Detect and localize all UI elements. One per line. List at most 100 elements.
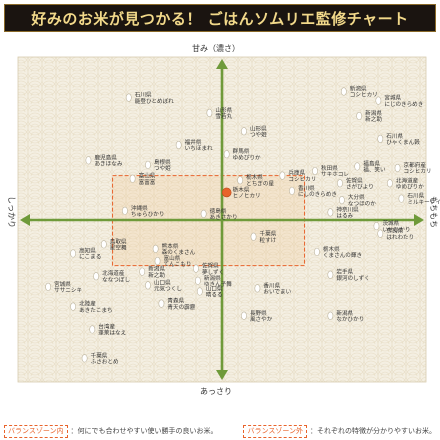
rice-point: 群馬県ゆめぴりか (223, 147, 261, 161)
rice-point: 大分県なつほのか (338, 193, 376, 207)
point-label: 新潟県新之助 (365, 109, 382, 123)
rice-point: 山口県元気つくし (145, 278, 182, 293)
rice-point: 島根県つや姫 (145, 158, 171, 172)
rice-grain-icon (100, 240, 107, 249)
rice-grain-icon (70, 302, 76, 311)
rice-grain-icon (314, 247, 320, 257)
rice-point: 新潟県新之助 (139, 265, 165, 279)
rice-grain-icon (129, 174, 136, 183)
rice-grain-icon (394, 163, 401, 173)
point-label: 千葉県ふさおとめ (91, 351, 119, 365)
rice-point: 新潟県コシヒカリ (340, 84, 378, 99)
point-label: 香川県にしのきらめき (298, 184, 337, 198)
axis-label-top: 甘み（濃さ） (192, 43, 240, 53)
point-label: 台湾産蓬萊はなえ (98, 322, 126, 336)
point-label: 新潟県新之助 (148, 265, 165, 279)
rice-point: 富山県てんこもり (154, 254, 192, 268)
rice-grain-icon (152, 244, 159, 253)
point-label: 鳥取県星空舞 (110, 237, 127, 251)
rice-point: 神奈川県はるみ (327, 205, 359, 220)
rice-point: 山形県雪若丸 (206, 106, 233, 120)
rice-grain-icon (338, 196, 345, 205)
rice-point: 高知県にこまる (70, 246, 101, 261)
rice-point: 石川県ひゃくまん穀 (377, 133, 420, 146)
point-label: 山口県元気つくし (154, 278, 182, 292)
rice-point: 茨城県いせひかり (373, 219, 410, 233)
point-label: 北陸産あきたこまち (79, 300, 113, 314)
rice-point: 千葉県ふさおとめ (81, 351, 119, 366)
point-label: 千葉県粒すけ (260, 230, 277, 244)
rice-point: 香川県おいでまい (254, 281, 292, 296)
rice-point: 新潟県ゆきん子舞 (194, 274, 232, 288)
rice-point: 新潟県なかひかり (327, 309, 364, 323)
rice-point: 栃木県くまさんの輝き (314, 245, 362, 259)
point-label: 秋田県サキホコレ (321, 164, 349, 178)
rice-grain-icon (154, 256, 161, 266)
point-label: 熊本県森のくまさん (162, 242, 196, 256)
rice-grain-icon (70, 249, 76, 258)
point-label: 長野県風さやか (250, 309, 273, 323)
rice-grain-icon (241, 311, 247, 320)
point-label: 高知県にこまる (79, 246, 101, 260)
rice-point: 石川県ミルキークイーン (398, 193, 440, 206)
point-label: 宮城県ササニシキ (54, 280, 82, 294)
rice-point: 佐賀県さがびより (337, 176, 374, 190)
point-label: 山形県つや姫 (250, 124, 267, 138)
point-label: 岩手県銀河のしずく (336, 268, 369, 282)
highlight-marker (221, 187, 232, 198)
rice-point: 栃木県ヒノヒカリ (221, 185, 261, 200)
axis-label-bottom: あっさり (200, 387, 232, 396)
rice-grain-icon (193, 264, 199, 273)
rice-point: 宮城県ササニシキ (45, 280, 82, 294)
rice-point: 沖縄県ちゅらひかり (122, 204, 164, 218)
rice-grain-icon (327, 208, 334, 217)
point-label: 富山県てんこもり (164, 254, 192, 268)
point-label: 兵庫県コシヒカリ (288, 169, 316, 183)
rice-grain-icon (237, 176, 244, 185)
rice-grain-icon (254, 284, 261, 293)
point-label: 宮城県にじのきらめき (384, 94, 423, 108)
rice-grain-icon (200, 209, 207, 218)
rice-point: 香川県にしのきらめき (289, 184, 337, 198)
rice-point: 長野県風さやか (241, 309, 273, 323)
rice-point: 青森県青天の霹靂 (158, 297, 196, 311)
point-label: 石川県能登ひとめぼれ (135, 92, 174, 105)
rice-grain-icon (398, 194, 405, 203)
rice-point: 富山県富富富 (129, 172, 156, 186)
rice-grain-icon (312, 166, 318, 176)
rice-grain-icon (289, 186, 295, 196)
point-label: 群馬県ゆめぴりか (233, 147, 261, 161)
rice-grain-icon (85, 156, 92, 165)
rice-point: 京都府産コシヒカリ (394, 161, 432, 175)
title-banner: 好みのお米が見つかる！ ごはんソムリエ監修チャート (4, 4, 436, 32)
rice-grain-icon (158, 299, 165, 308)
rice-point: 台湾産蓬萊はなえ (89, 322, 127, 337)
point-label: 神奈川県はるみ (336, 205, 359, 219)
point-label: 山口県晴るる (206, 284, 223, 298)
rice-grain-icon (250, 232, 257, 241)
legend-inner: バランスゾーン内 ：何にでも合わせやすい使い勝手の良いお米。 (4, 424, 218, 438)
rice-grain-icon (145, 160, 151, 170)
rice-grain-icon (175, 140, 182, 150)
rice-grain-icon (139, 267, 146, 276)
point-label: 鹿児島県あきほなみ (94, 153, 122, 167)
rice-grain-icon (125, 93, 132, 102)
rice-grain-icon (337, 179, 343, 188)
rice-point: 兵庫県コシヒカリ (279, 169, 316, 183)
point-label: 奈良県はれわたり (386, 227, 414, 241)
rice-point: 福島県福、笑い (354, 159, 386, 174)
rice-grain-icon (279, 171, 286, 180)
arrow-down (216, 370, 228, 380)
point-label: 北海道産ななつぼし (102, 269, 130, 283)
rice-grain-icon (340, 87, 347, 96)
rice-point: 鳥取県星空舞 (100, 237, 127, 252)
point-label: 石川県ひゃくまん穀 (386, 133, 420, 146)
rice-grain-icon (145, 281, 151, 290)
rice-point: 新潟県新之助 (356, 109, 382, 123)
legend-outer: バランスゾーン外 ：それぞれの特徴が分かりやすいお米。 (243, 424, 436, 438)
point-label: 徳島県あきさかり (210, 207, 238, 221)
arrow-right (414, 214, 424, 226)
point-label: 富山県富富富 (139, 172, 156, 186)
rice-grain-icon (354, 162, 361, 171)
